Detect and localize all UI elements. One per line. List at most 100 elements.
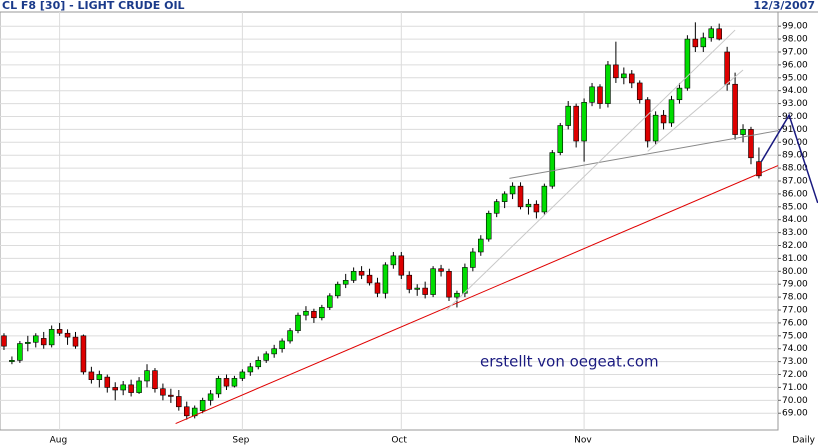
candle-body <box>160 388 166 396</box>
y-tick-label: 81.00 <box>782 254 808 264</box>
candle-body <box>247 366 254 373</box>
candle-body <box>96 374 103 380</box>
trend-line <box>760 113 818 204</box>
candle-body <box>501 193 508 202</box>
y-tick-label: 84.00 <box>782 215 808 225</box>
candle-body <box>1 335 7 347</box>
candle-body <box>636 82 643 101</box>
candle-body <box>446 271 452 298</box>
candle-body <box>350 271 357 281</box>
candle-body <box>223 378 230 387</box>
candle-body <box>382 264 389 294</box>
candle-body <box>597 86 603 104</box>
y-tick-label: 73.00 <box>782 357 808 367</box>
candle-body <box>517 185 524 208</box>
x-tick-label: Aug <box>50 436 68 446</box>
y-tick-label: 97.00 <box>782 47 808 57</box>
y-tick-label: 75.00 <box>782 331 808 341</box>
candle-body <box>541 185 548 213</box>
trend-line <box>446 29 736 311</box>
y-tick-label: 82.00 <box>782 241 808 251</box>
candle-body <box>621 73 627 79</box>
candle-body <box>72 336 79 347</box>
candle-body <box>414 287 420 290</box>
candle-body <box>128 384 134 393</box>
candle-body <box>589 86 595 103</box>
candle-body <box>748 129 754 159</box>
candle-body <box>740 129 746 135</box>
candle-body <box>303 311 309 316</box>
candle-body <box>676 87 683 101</box>
candle-body <box>358 271 365 276</box>
candle-body <box>176 396 182 408</box>
candle-body <box>684 38 691 89</box>
trend-line <box>175 165 779 425</box>
candle-body <box>470 251 476 268</box>
candle-body <box>485 212 492 240</box>
candle-body <box>605 64 611 104</box>
trend-line <box>509 130 779 179</box>
x-tick-label: Nov <box>574 436 592 446</box>
candle-body <box>573 105 579 142</box>
candle-body <box>509 185 516 195</box>
candle-body <box>231 378 238 387</box>
y-tick-label: 87.00 <box>782 177 808 187</box>
candle-body <box>629 73 635 84</box>
chart-date: 12/3/2007 <box>753 0 815 12</box>
candle-body <box>215 378 222 395</box>
candle-body <box>398 255 405 276</box>
y-tick-label: 88.00 <box>782 164 808 174</box>
y-tick-label: 99.00 <box>782 22 808 32</box>
candle-body <box>438 268 444 272</box>
candle-body <box>279 340 285 350</box>
candle-body <box>48 329 55 346</box>
candle-body <box>692 38 699 48</box>
y-tick-label: 92.00 <box>782 112 808 122</box>
candle-body <box>342 280 349 285</box>
candle-body <box>334 283 341 297</box>
candle-body <box>732 83 738 135</box>
x-tick-label: Sep <box>232 436 249 446</box>
candle-body <box>422 287 428 295</box>
candle-body <box>311 311 317 319</box>
candle-body <box>183 406 190 417</box>
y-tick-label: 85.00 <box>782 202 808 212</box>
candle-body <box>112 387 118 391</box>
y-tick-label: 96.00 <box>782 60 808 70</box>
candle-body <box>366 274 373 284</box>
candle-body <box>756 161 762 177</box>
y-tick-label: 90.00 <box>782 138 808 148</box>
candle-body <box>120 384 126 391</box>
candle-body <box>40 338 47 346</box>
candle-body <box>136 380 142 393</box>
y-tick-label: 98.00 <box>782 35 808 45</box>
y-tick-label: 79.00 <box>782 280 808 290</box>
candle-body <box>525 203 532 208</box>
candle-body <box>557 125 564 153</box>
candle-body <box>644 99 651 142</box>
y-tick-label: 76.00 <box>782 318 808 328</box>
candle-body <box>668 99 675 124</box>
candle-body <box>406 274 413 290</box>
y-tick-label: 74.00 <box>782 344 808 354</box>
candle-body <box>716 28 722 40</box>
candle-body <box>374 282 381 294</box>
candle-body <box>25 341 31 344</box>
candle-body <box>104 376 111 388</box>
trend-line <box>647 69 744 152</box>
y-tick-label: 70.00 <box>782 396 808 406</box>
y-tick-label: 72.00 <box>782 370 808 380</box>
candle-body <box>168 394 174 397</box>
candle-body <box>263 353 269 361</box>
chart-title: CL F8 [30] - LIGHT CRUDE OIL <box>2 0 185 12</box>
candle-body <box>287 330 293 342</box>
candle-body <box>152 370 158 390</box>
candle-body <box>613 64 619 79</box>
candle-body <box>493 201 500 214</box>
y-tick-label: 77.00 <box>782 306 808 316</box>
candle-body <box>80 335 87 373</box>
candle-body <box>478 238 484 253</box>
y-tick-label: 94.00 <box>782 86 808 96</box>
